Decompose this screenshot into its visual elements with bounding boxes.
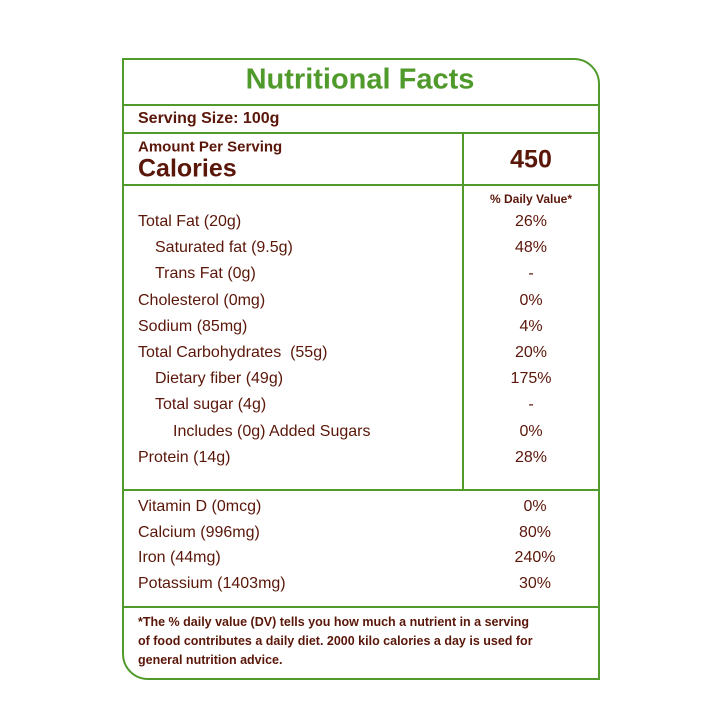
- label-border: [122, 58, 600, 680]
- nutrient-name: Total Fat (20g): [138, 213, 242, 230]
- nutrient-name: Protein (14g): [138, 448, 231, 466]
- nutrient-dv: 20%: [514, 344, 548, 361]
- divider: [122, 132, 600, 134]
- nutrient-name: Sodium (85mg): [138, 317, 248, 335]
- nutrient-dv: 0%: [519, 291, 543, 309]
- amount-per-serving: Amount Per Serving: [138, 138, 283, 156]
- nutrient-dv: 28%: [514, 448, 548, 466]
- nutrient-name: Total sugar (4g): [155, 396, 267, 414]
- dv-header: % Daily Value*: [489, 192, 573, 206]
- nutrient-dv: -: [528, 396, 534, 414]
- divider: [122, 104, 600, 106]
- divider: [122, 184, 600, 186]
- divider: [122, 489, 600, 491]
- nutrient-name: Cholesterol (0mg): [138, 291, 266, 309]
- nutrient-name: Trans Fat (0g): [155, 265, 256, 283]
- nutrient-dv: 4%: [519, 317, 543, 335]
- footnote-line: general nutrition advice.: [138, 652, 283, 667]
- nutrient-dv: 48%: [514, 239, 548, 257]
- vitamin-name: Potassium (1403mg): [138, 575, 286, 593]
- nutrient-dv: 175%: [510, 370, 552, 388]
- title: Nutritional Facts: [245, 63, 475, 96]
- nutrient-name: Total Carbohydrates (55g): [138, 344, 328, 361]
- nutrient-name: Saturated fat (9.5g): [155, 239, 293, 257]
- vitamin-dv: 30%: [518, 575, 552, 593]
- calories-label: Calories: [138, 154, 237, 183]
- column-divider: [462, 133, 464, 490]
- vitamin-name: Calcium (996mg): [138, 523, 260, 541]
- nutrient-dv: 26%: [514, 213, 548, 230]
- footnote-line: *The % daily value (DV) tells you how mu…: [138, 614, 530, 629]
- divider: [122, 606, 600, 608]
- footnote-line: of food contributes a daily diet. 2000 k…: [138, 633, 533, 648]
- vitamin-name: Iron (44mg): [138, 549, 221, 567]
- serving-size: Serving Size: 100g: [138, 110, 280, 127]
- nutrient-name: Dietary fiber (49g): [155, 370, 284, 388]
- vitamin-dv: 240%: [514, 549, 556, 567]
- calories-value: 450: [510, 145, 552, 174]
- nutrient-name: Includes (0g) Added Sugars: [173, 422, 371, 440]
- nutrient-dv: -: [528, 265, 534, 283]
- vitamin-dv: 80%: [518, 523, 552, 541]
- vitamin-name: Vitamin D (0mcg): [138, 498, 262, 515]
- nutrient-dv: 0%: [519, 422, 543, 440]
- vitamin-dv: 0%: [523, 498, 547, 515]
